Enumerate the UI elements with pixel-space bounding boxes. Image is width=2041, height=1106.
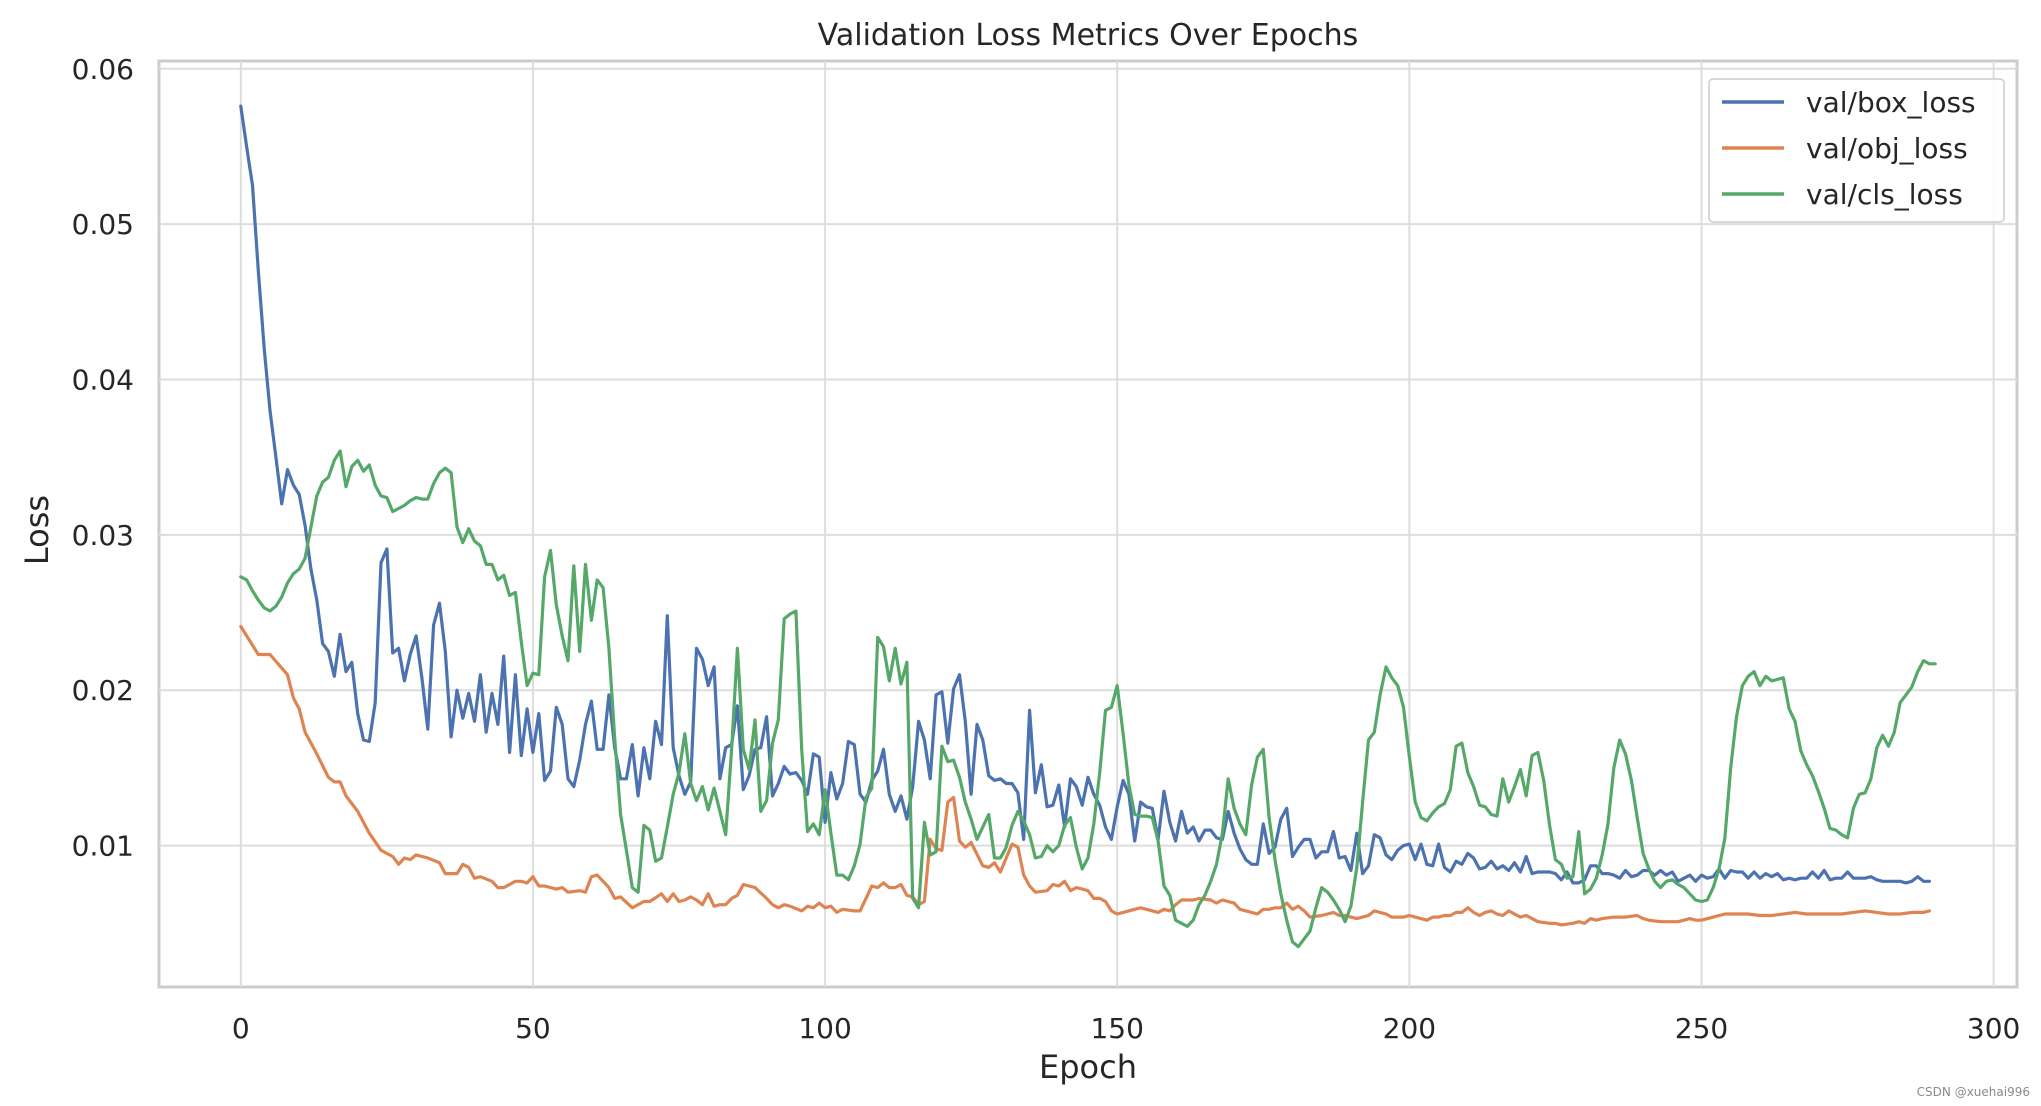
x-tick-label: 250	[1675, 1012, 1728, 1045]
legend-box	[1708, 78, 2005, 223]
legend: val/box_loss val/obj_loss val/cls_loss	[1708, 78, 2005, 223]
watermark: CSDN @xuehai996	[1917, 1085, 2030, 1099]
y-tick-label: 0.03	[72, 519, 134, 552]
y-axis-label: Loss	[18, 495, 56, 565]
series-line-val-cls-loss	[239, 449, 1937, 949]
x-tick-label: 50	[515, 1012, 551, 1045]
plot-frame	[157, 59, 2019, 989]
x-tick-label: 300	[1967, 1012, 2020, 1045]
chart-title: Validation Loss Metrics Over Epochs	[818, 18, 1359, 53]
y-tick-label: 0.05	[72, 208, 134, 241]
y-tick-labels: 0.01 0.02 0.03 0.04 0.05 0.06	[72, 53, 134, 863]
legend-label-val-obj-loss: val/obj_loss	[1806, 132, 1968, 165]
y-gridlines	[159, 67, 2017, 847]
x-tick-label: 0	[232, 1012, 250, 1045]
y-tick-label: 0.01	[72, 830, 134, 863]
x-axis-label: Epoch	[1039, 1048, 1137, 1086]
x-tick-label: 100	[798, 1012, 851, 1045]
legend-label-val-box-loss: val/box_loss	[1806, 86, 1976, 119]
x-tick-label: 150	[1090, 1012, 1143, 1045]
y-tick-label: 0.06	[72, 53, 134, 86]
legend-label-val-cls-loss: val/cls_loss	[1806, 178, 1963, 211]
x-tick-labels: 0 50 100 150 200 250 300	[232, 1012, 2020, 1045]
series-line-val-obj-loss	[239, 624, 1931, 927]
y-tick-label: 0.02	[72, 674, 134, 707]
series-lines	[239, 104, 1937, 949]
x-tick-label: 200	[1383, 1012, 1436, 1045]
y-tick-label: 0.04	[72, 364, 134, 397]
plot-area	[157, 59, 2019, 989]
